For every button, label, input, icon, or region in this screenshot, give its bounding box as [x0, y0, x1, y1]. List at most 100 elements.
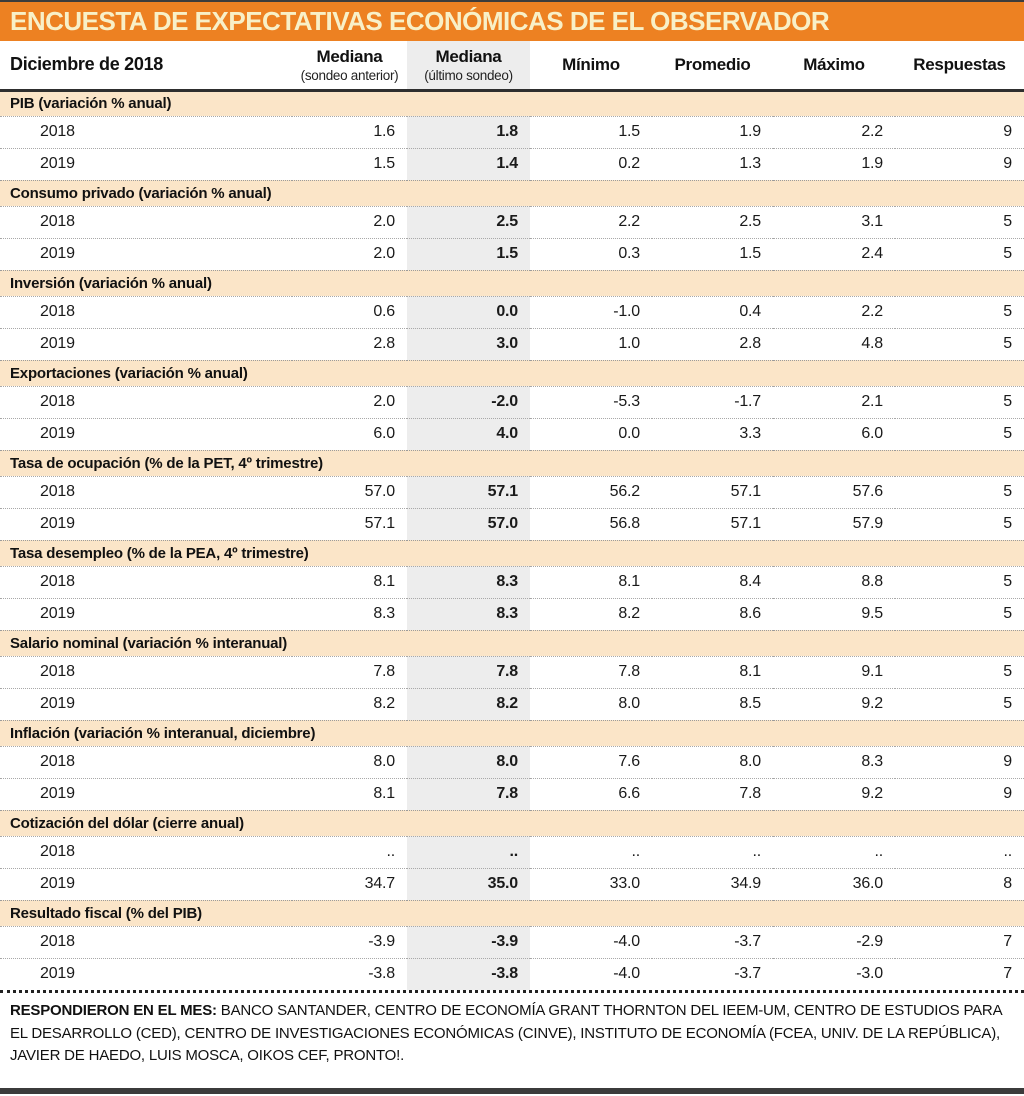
cell-minimo: 8.2 — [530, 597, 652, 630]
cell-mediana-anterior: 57.0 — [292, 475, 407, 508]
cell-minimo: 56.8 — [530, 507, 652, 540]
cell-year: 2018 — [0, 835, 292, 868]
section-title: Inversión (variación % anual) — [0, 269, 1024, 296]
cell-mediana-ultimo: 8.3 — [407, 597, 530, 630]
table-section: PIB (variación % anual) 2018 1.6 1.8 1.5 1.9 2… — [0, 90, 1024, 180]
cell-year: 2018 — [0, 745, 292, 778]
cell-year: 2019 — [0, 327, 292, 360]
cell-mediana-anterior: 2.0 — [292, 237, 407, 270]
table-row: 2018 8.1 8.3 8.1 8.4 8.8 5 — [0, 565, 1024, 598]
cell-respuestas: 5 — [895, 475, 1024, 508]
cell-mediana-anterior: 8.2 — [292, 687, 407, 720]
cell-promedio: 3.3 — [652, 417, 773, 450]
table-section: Inflación (variación % interanual, dicie… — [0, 719, 1024, 810]
section-header-row: Inflación (variación % interanual, dicie… — [0, 719, 1024, 746]
column-header-period: Diciembre de 2018 — [0, 41, 292, 92]
section-header-row: Cotización del dólar (cierre anual) — [0, 809, 1024, 836]
table-section: Inversión (variación % anual) 2018 0.6 0.0-… — [0, 269, 1024, 360]
cell-maximo: 2.2 — [773, 115, 895, 148]
cell-mediana-anterior: 8.1 — [292, 777, 407, 810]
cell-year: 2018 — [0, 385, 292, 418]
sources-text: RESPONDIERON EN EL MES: BANCO SANTANDER,… — [10, 1002, 1002, 1064]
cell-mediana-ultimo: 35.0 — [407, 867, 530, 900]
cell-maximo: 9.2 — [773, 687, 895, 720]
cell-maximo: 3.1 — [773, 205, 895, 238]
cell-year: 2019 — [0, 237, 292, 270]
cell-year: 2019 — [0, 507, 292, 540]
table-section: Resultado fiscal (% del PIB) 2018 -3.9 -3.9… — [0, 899, 1024, 990]
cell-mediana-anterior: -3.8 — [292, 957, 407, 990]
cell-mediana-ultimo: 7.8 — [407, 655, 530, 688]
table-row: 2018 1.6 1.8 1.5 1.9 2.2 9 — [0, 115, 1024, 148]
cell-maximo: 9.5 — [773, 597, 895, 630]
cell-respuestas: 5 — [895, 327, 1024, 360]
cell-promedio: 8.6 — [652, 597, 773, 630]
column-header-minimo: Mínimo — [530, 41, 652, 92]
cell-promedio: 8.4 — [652, 565, 773, 598]
cell-minimo: 8.0 — [530, 687, 652, 720]
cell-mediana-ultimo: 1.5 — [407, 237, 530, 270]
section-header-row: Exportaciones (variación % anual) — [0, 359, 1024, 386]
cell-mediana-ultimo: 8.0 — [407, 745, 530, 778]
table-row: 2019 8.1 7.8 6.6 7.8 9.2 9 — [0, 777, 1024, 810]
section-title: Resultado fiscal (% del PIB) — [0, 899, 1024, 926]
cell-year: 2019 — [0, 417, 292, 450]
bottom-rule — [0, 1088, 1024, 1094]
cell-minimo: 1.0 — [530, 327, 652, 360]
cell-year: 2019 — [0, 957, 292, 990]
cell-year: 2018 — [0, 295, 292, 328]
cell-minimo: .. — [530, 835, 652, 868]
cell-mediana-ultimo: 1.4 — [407, 147, 530, 180]
table-row: 2018............ — [0, 835, 1024, 868]
cell-year: 2018 — [0, 565, 292, 598]
section-header-row: Inversión (variación % anual) — [0, 269, 1024, 296]
cell-minimo: 0.0 — [530, 417, 652, 450]
cell-year: 2019 — [0, 687, 292, 720]
cell-maximo: 6.0 — [773, 417, 895, 450]
cell-minimo: 6.6 — [530, 777, 652, 810]
table-section: Consumo privado (variación % anual) 2018 2… — [0, 179, 1024, 270]
cell-promedio: 1.5 — [652, 237, 773, 270]
header-row: Diciembre de 2018 Mediana (sondeo anteri… — [0, 41, 1024, 92]
section-title: Cotización del dólar (cierre anual) — [0, 809, 1024, 836]
cell-promedio: 8.0 — [652, 745, 773, 778]
cell-maximo: 8.8 — [773, 565, 895, 598]
cell-promedio: 2.5 — [652, 205, 773, 238]
cell-maximo: 2.2 — [773, 295, 895, 328]
cell-maximo: 57.9 — [773, 507, 895, 540]
title-banner: ENCUESTA DE EXPECTATIVAS ECONÓMICAS DE E… — [0, 0, 1024, 41]
column-header-maximo: Máximo — [773, 41, 895, 92]
cell-year: 2019 — [0, 147, 292, 180]
cell-year: 2018 — [0, 115, 292, 148]
section-title: PIB (variación % anual) — [0, 90, 1024, 116]
cell-respuestas: 5 — [895, 507, 1024, 540]
cell-mediana-anterior: 1.6 — [292, 115, 407, 148]
column-header-mediana-ultimo: Mediana (último sondeo) — [407, 41, 530, 92]
cell-mediana-ultimo: 57.1 — [407, 475, 530, 508]
table-section: Tasa de ocupación (% de la PET, 4º trime… — [0, 449, 1024, 540]
cell-mediana-anterior: .. — [292, 835, 407, 868]
section-title: Tasa desempleo (% de la PEA, 4º trimestr… — [0, 539, 1024, 566]
cell-respuestas: .. — [895, 835, 1024, 868]
cell-maximo: 2.1 — [773, 385, 895, 418]
cell-mediana-ultimo: 8.2 — [407, 687, 530, 720]
cell-promedio: 1.9 — [652, 115, 773, 148]
cell-respuestas: 9 — [895, 745, 1024, 778]
table-section: Salario nominal (variación % interanual)… — [0, 629, 1024, 720]
table-row: 2019 2.0 1.5 0.3 1.5 2.4 5 — [0, 237, 1024, 270]
cell-year: 2018 — [0, 925, 292, 958]
cell-mediana-anterior: 8.0 — [292, 745, 407, 778]
cell-mediana-ultimo: 2.5 — [407, 205, 530, 238]
cell-promedio: -1.7 — [652, 385, 773, 418]
cell-respuestas: 5 — [895, 597, 1024, 630]
cell-mediana-ultimo: .. — [407, 835, 530, 868]
expectations-table: Diciembre de 2018 Mediana (sondeo anteri… — [0, 41, 1024, 990]
cell-maximo: -3.0 — [773, 957, 895, 990]
cell-mediana-ultimo: 57.0 — [407, 507, 530, 540]
cell-mediana-ultimo: 3.0 — [407, 327, 530, 360]
cell-promedio: 57.1 — [652, 475, 773, 508]
sources-footer: RESPONDIERON EN EL MES: BANCO SANTANDER,… — [0, 990, 1024, 1068]
cell-promedio: 34.9 — [652, 867, 773, 900]
cell-minimo: -4.0 — [530, 925, 652, 958]
cell-respuestas: 5 — [895, 205, 1024, 238]
